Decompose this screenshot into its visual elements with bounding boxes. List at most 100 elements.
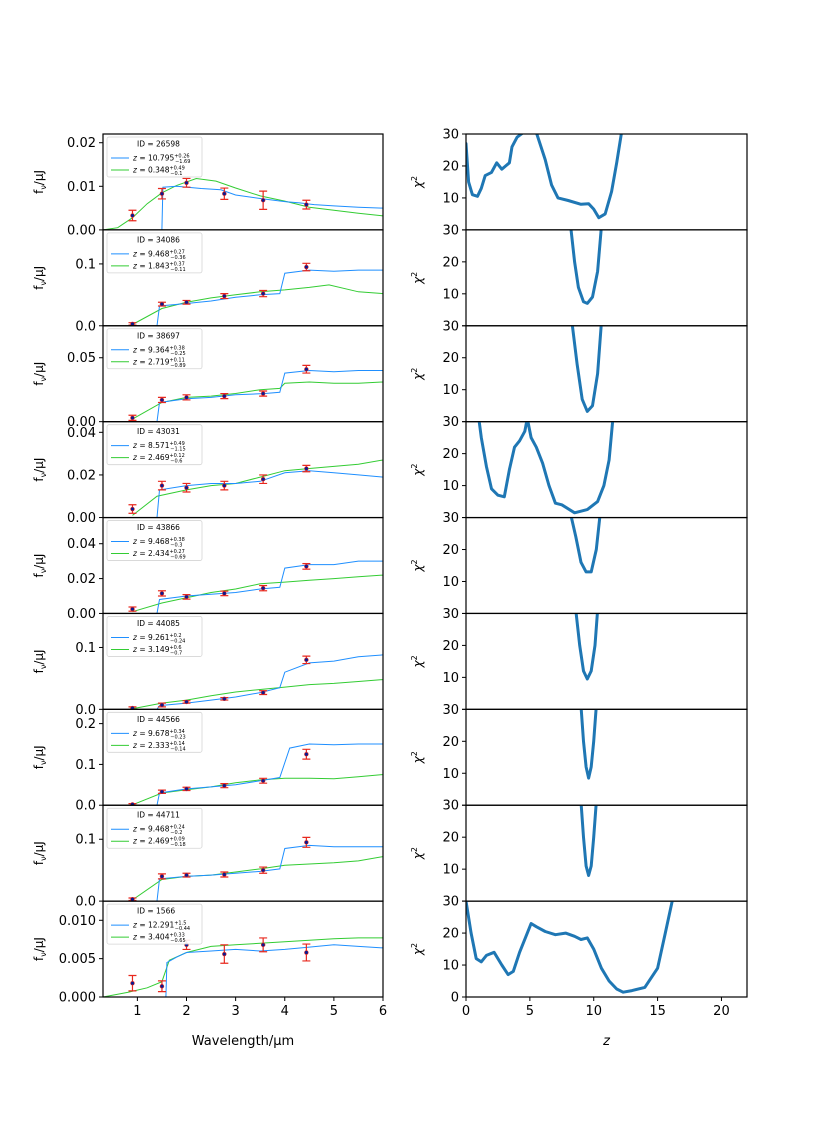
y-axis-label: fν/μJ bbox=[32, 554, 48, 578]
chi2-plot-area bbox=[574, 613, 599, 681]
y-tick-label: 0.00 bbox=[67, 607, 96, 622]
y-tick-label: 0.0 bbox=[75, 319, 96, 334]
x-tick-label: 20 bbox=[713, 1004, 730, 1019]
sed-panel-frame bbox=[102, 900, 384, 998]
low-z-template-line bbox=[132, 774, 383, 806]
y-tick-label: 0.05 bbox=[67, 351, 96, 366]
chi2-panel-9: 0 10 20 30 χ2 bbox=[410, 895, 748, 1006]
legend-box bbox=[106, 616, 203, 657]
legend-high-z-label: z = 9.468+0.27 −0.36 bbox=[132, 249, 186, 261]
model-flux-point bbox=[222, 192, 226, 196]
model-flux-point bbox=[261, 779, 265, 783]
sed-panel-1: 0.00 0.01 0.02 fν/μJ ID = 26598 z = 10.795+0.… bbox=[32, 133, 384, 238]
y-axis-label: fν/μJ bbox=[32, 937, 48, 961]
y-tick-label: 10 bbox=[442, 863, 459, 878]
legend-low-z-label: z = 0.348+0.49 −0.1 bbox=[132, 166, 185, 178]
y-tick-label: 20 bbox=[442, 447, 459, 462]
model-flux-point bbox=[160, 398, 164, 402]
sed-plot-area bbox=[128, 836, 383, 902]
high-z-template-line bbox=[156, 470, 383, 518]
model-flux-point bbox=[222, 483, 226, 488]
model-flux-point bbox=[304, 752, 308, 756]
y-tick-label: 0.2 bbox=[75, 717, 96, 732]
model-flux-point bbox=[160, 192, 164, 196]
y-tick-label: 0.005 bbox=[59, 952, 96, 967]
model-flux-point bbox=[261, 586, 265, 590]
y-axis-label: fν/μJ bbox=[32, 458, 48, 482]
y-axis-label: fν/μJ bbox=[32, 170, 48, 194]
model-flux-point bbox=[304, 203, 308, 207]
sed-plot-area bbox=[128, 560, 383, 614]
model-flux-point bbox=[222, 952, 226, 956]
model-flux-point bbox=[222, 697, 226, 701]
model-flux-point bbox=[304, 367, 308, 371]
sed-panel-2: 0.0 0.1 fν/μJ ID = 34086 z = 9.468+0.27 −0.36… bbox=[32, 229, 384, 334]
y-tick-label: 0.02 bbox=[67, 572, 96, 587]
chi2-panel-5: 10 20 30 χ2 bbox=[410, 511, 748, 615]
chi2-curve bbox=[477, 421, 615, 515]
chi2-panel-frame bbox=[465, 516, 748, 615]
chi2-axis-label: χ2 bbox=[410, 464, 425, 477]
y-tick-label: 0.1 bbox=[75, 758, 96, 773]
low-z-template-line bbox=[132, 381, 383, 420]
legend-high-z-label: z = 9.678+0.34 −0.23 bbox=[132, 729, 186, 741]
low-z-template-line bbox=[132, 574, 383, 613]
y-tick-label: 0.00 bbox=[67, 415, 96, 430]
legend-low-z-label: z = 1.843+0.37 −0.11 bbox=[132, 261, 186, 273]
sed-plot-area bbox=[128, 459, 383, 518]
legend: ID = 26598 z = 10.795+0.26 −1.69z = 0.348+… bbox=[106, 136, 203, 178]
sed-panel-6: 0.0 0.1 fν/μJ ID = 44085 z = 9.261+0.2 −0.24z… bbox=[32, 612, 384, 718]
y-tick-label: 20 bbox=[442, 639, 459, 654]
y-tick-label: 0.04 bbox=[67, 426, 96, 441]
model-flux-point bbox=[184, 873, 189, 877]
model-flux-point bbox=[130, 213, 135, 218]
legend-low-z-label: z = 2.719+0.11 −0.89 bbox=[132, 357, 186, 369]
legend-box bbox=[106, 711, 203, 753]
legend-high-z-label: z = 9.364+0.38 −0.25 bbox=[132, 345, 186, 357]
legend: ID = 43866 z = 9.468+0.38 −0.3z = 2.434+0.… bbox=[106, 520, 203, 561]
x-tick-label: 3 bbox=[231, 1004, 239, 1019]
legend-box bbox=[106, 328, 203, 370]
model-flux-point bbox=[130, 607, 135, 611]
sed-panel-9: 0.000 0.005 0.010 fν/μJ ID = 1566 z = 12.291+… bbox=[32, 900, 384, 1006]
chi2-axis-label: χ2 bbox=[410, 272, 425, 285]
model-flux-point bbox=[222, 872, 226, 877]
y-axis-label: fν/μJ bbox=[32, 266, 48, 290]
chi2-panel-1: 10 20 30 χ2 bbox=[410, 128, 748, 231]
legend-id: ID = 43031 bbox=[137, 427, 180, 436]
y-tick-label: 20 bbox=[442, 735, 459, 750]
high-z-template-line bbox=[156, 269, 383, 326]
y-tick-label: 30 bbox=[442, 319, 459, 334]
chi2-panel-frame bbox=[465, 133, 748, 231]
model-flux-point bbox=[304, 840, 308, 844]
chi2-axis-label: χ2 bbox=[410, 368, 425, 381]
chi2-axis-label: χ2 bbox=[410, 655, 425, 668]
sed-panel-7: 0.0 0.1 0.2 fν/μJ ID = 44566 z = 9.678+0.34 −0… bbox=[32, 708, 384, 814]
model-flux-point bbox=[160, 790, 164, 794]
legend-high-z-label: z = 9.468+0.38 −0.3 bbox=[132, 537, 185, 549]
y-axis-label: fν/μJ bbox=[32, 745, 48, 769]
legend-box bbox=[106, 424, 203, 466]
chi2-plot-area bbox=[569, 229, 603, 305]
model-flux-point bbox=[160, 703, 164, 707]
y-tick-label: 0.01 bbox=[67, 180, 96, 195]
legend: ID = 34086 z = 9.468+0.27 −0.36z = 1.843+0… bbox=[106, 232, 203, 274]
model-flux-point bbox=[304, 950, 308, 955]
y-axis-label: fν/μJ bbox=[32, 649, 48, 673]
y-tick-label: 30 bbox=[442, 895, 459, 910]
model-flux-point bbox=[304, 466, 308, 471]
model-flux-point bbox=[261, 292, 265, 296]
legend-id: ID = 38697 bbox=[137, 331, 180, 340]
legend-high-z-label: z = 9.261+0.2 −0.24 bbox=[132, 633, 185, 645]
chi2-curve bbox=[466, 134, 623, 220]
y-tick-label: 0.000 bbox=[59, 991, 96, 1006]
y-tick-label: 20 bbox=[442, 255, 459, 270]
chi2-plot-area bbox=[466, 134, 623, 220]
y-tick-label: 10 bbox=[442, 959, 459, 974]
model-flux-point bbox=[130, 507, 135, 511]
model-flux-point bbox=[261, 943, 265, 947]
model-flux-point bbox=[184, 787, 189, 791]
model-flux-point bbox=[222, 294, 226, 298]
y-tick-label: 0.010 bbox=[59, 914, 96, 929]
chi2-curve bbox=[579, 805, 598, 877]
